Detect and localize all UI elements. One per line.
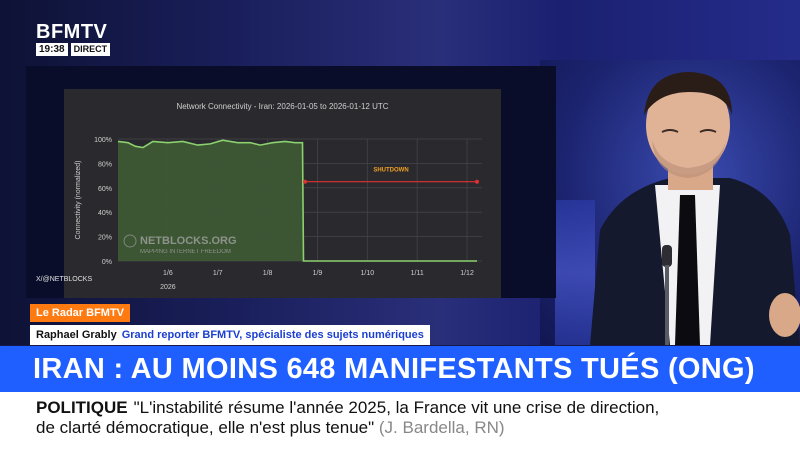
watermark-text: NETBLOCKS.ORG — [140, 235, 237, 247]
connectivity-chart: Network Connectivity - Iran: 2026-01-05 … — [75, 102, 482, 291]
program-tag: Le Radar BFMTV — [30, 304, 131, 322]
y-tick-label: 40% — [98, 210, 112, 217]
ticker-line-2: de clarté démocratique, elle n'est plus … — [36, 418, 505, 438]
chart-title: Network Connectivity - Iran: 2026-01-05 … — [176, 102, 388, 111]
watermark-logo-icon — [123, 234, 137, 248]
x-tick-label: 1/12 — [460, 270, 474, 277]
live-badge: DIRECT — [70, 43, 111, 56]
news-ticker: POLITIQUE "L'instabilité résume l'année 2… — [0, 392, 800, 450]
x-tick-label: 1/7 — [213, 270, 223, 277]
y-tick-label: 80% — [98, 161, 112, 168]
shutdown-start-marker — [302, 179, 307, 184]
presenter-image — [590, 72, 800, 345]
speaker-namebar: Raphael Grably Grand reporter BFMTV, spé… — [30, 325, 430, 345]
x-tick-year: 2026 — [160, 284, 176, 291]
ticker-attribution: (J. Bardella, RN) — [378, 418, 505, 437]
channel-brand: BFMTV — [36, 21, 108, 43]
ticker-text-1: "L'instabilité résume l'année 2025, la F… — [133, 398, 660, 417]
headline-banner: IRAN : AU MOINS 648 MANIFESTANTS TUÉS (O… — [0, 346, 800, 392]
y-tick-label: 20% — [98, 235, 112, 242]
shutdown-annotation: SHUTDOWN — [373, 168, 408, 174]
x-tick-label: 1/11 — [411, 270, 424, 277]
ticker-text-2: de clarté démocratique, elle n'est plus … — [36, 418, 375, 437]
chart-source: X/@NETBLOCKS — [36, 276, 93, 283]
connectivity-area — [118, 140, 478, 261]
ticker-keyword: POLITIQUE — [36, 398, 128, 417]
chart-panel: Network Connectivity - Iran: 2026-01-05 … — [64, 89, 501, 298]
y-tick-label: 100% — [94, 137, 112, 144]
studio-light-panel — [555, 200, 595, 345]
x-tick-label: 1/8 — [263, 270, 273, 277]
x-tick-label: 1/10 — [361, 270, 375, 277]
channel-logo: BFMTV 19:38 DIRECT — [36, 21, 111, 56]
shutdown-end-marker — [475, 179, 480, 184]
x-tick-label: 1/6 — [163, 270, 173, 277]
watermark-subtext: MAPPING INTERNET FREEDOM — [140, 249, 231, 255]
ticker-line-1: POLITIQUE "L'instabilité résume l'année 2… — [36, 398, 659, 418]
speaker-role: Grand reporter BFMTV, spécialiste des su… — [121, 329, 424, 341]
speaker-name: Raphael Grably — [36, 329, 117, 341]
connectivity-line — [117, 139, 478, 262]
y-tick-label: 0% — [102, 259, 112, 266]
clock-time: 19:38 — [36, 43, 68, 56]
x-tick-label: 1/9 — [313, 270, 323, 277]
y-tick-label: 60% — [98, 186, 112, 193]
y-axis-label: Connectivity (normalized) — [75, 161, 82, 240]
